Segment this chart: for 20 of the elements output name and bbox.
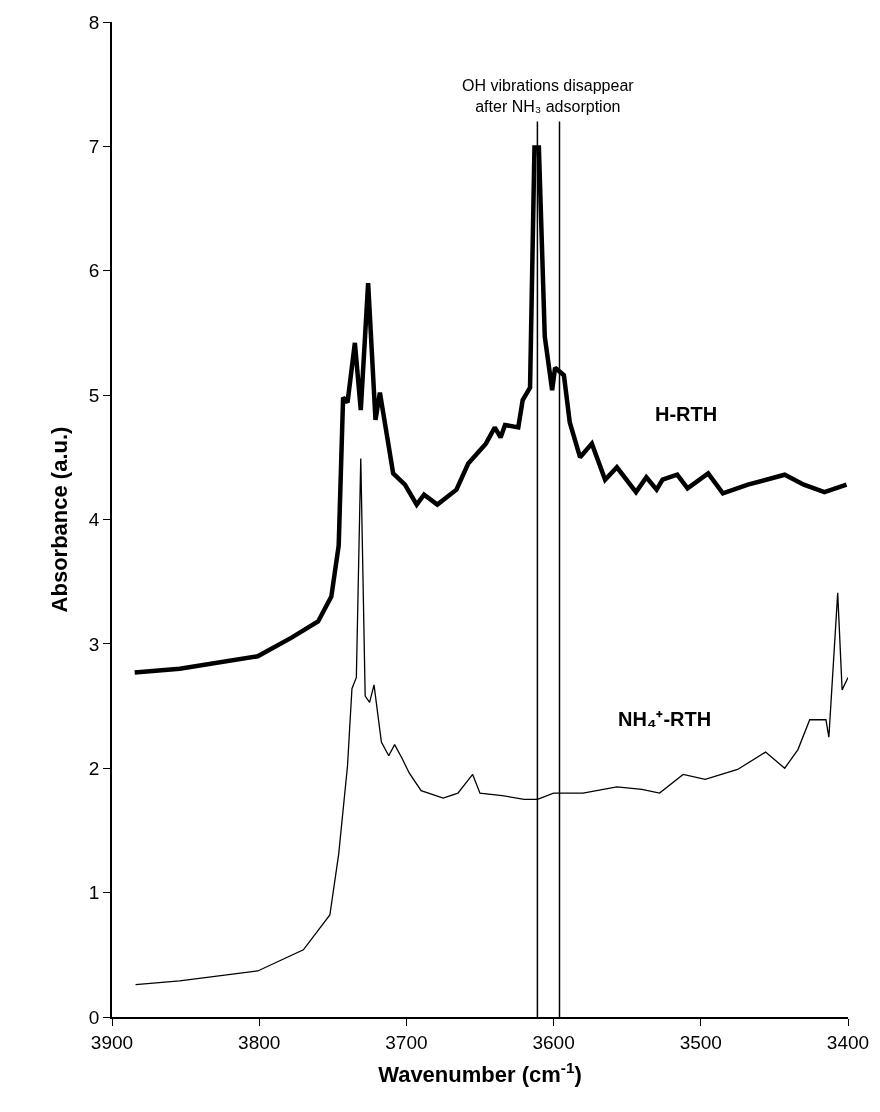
y-tick-label: 3 xyxy=(88,633,100,655)
y-tick-label: 2 xyxy=(88,757,100,779)
x-tick-label: 3400 xyxy=(826,1031,870,1053)
y-tick-label: 8 xyxy=(88,11,100,33)
x-tick-label: 3800 xyxy=(238,1031,281,1053)
text: H-RTH xyxy=(655,403,718,425)
text: NH₄⁺-RTH xyxy=(618,708,712,730)
y-axis-title: Absorbance (a.u.) xyxy=(47,426,73,613)
y-tick-label: 7 xyxy=(88,136,100,158)
annotation: OH vibrations disappear after NH₃ adsorption xyxy=(462,77,635,115)
y-tick-label: 4 xyxy=(88,509,100,531)
x-tick-label: 3700 xyxy=(385,1031,428,1053)
y-tick-label: 5 xyxy=(88,384,100,406)
x-axis-title: Wavenumber (cm$^{-1}$) xyxy=(378,1058,582,1087)
y-tick-label: 1 xyxy=(88,882,100,904)
x-tick-label: 3500 xyxy=(679,1031,722,1053)
x-tick-label: 3900 xyxy=(90,1031,134,1053)
x-tick-label: 3600 xyxy=(532,1031,575,1053)
y-tick-label: 6 xyxy=(88,260,100,282)
y-tick-label: 0 xyxy=(88,1006,100,1028)
